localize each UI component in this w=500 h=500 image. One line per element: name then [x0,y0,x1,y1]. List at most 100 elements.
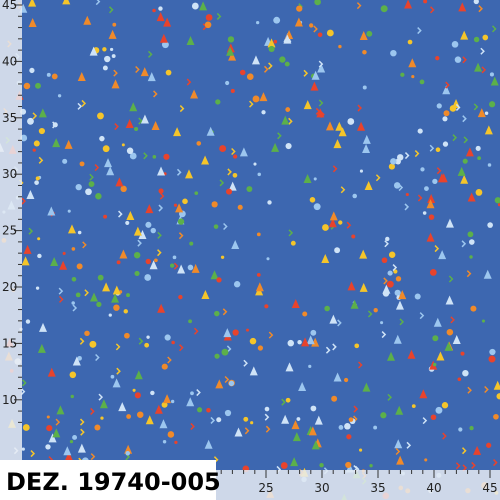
triangle [283,34,292,44]
chevron [80,428,85,436]
dot [287,339,295,347]
dot [121,143,125,147]
dot [72,434,78,440]
chevron [265,425,271,433]
triangle [445,295,454,305]
dot [211,201,218,208]
chevron [466,270,472,278]
chevron [473,103,479,111]
chevron [288,229,294,237]
chevron [89,173,94,181]
chevron [219,179,225,187]
dot [469,239,475,245]
dot [161,41,169,49]
triangle [290,457,299,467]
triangle [442,85,451,95]
chevron [263,65,269,73]
dot [214,353,220,359]
triangle [467,192,476,202]
dot [435,406,443,414]
dot [473,36,480,43]
ruler-label: 35 [2,111,17,125]
triangle [23,244,32,254]
dot [216,277,222,283]
dot [317,32,323,38]
triangle [99,399,108,409]
dot [113,304,120,311]
dot [132,388,136,392]
dot [163,153,170,160]
dot [345,461,352,469]
triangle [226,46,235,56]
triangle [77,72,86,82]
dot [250,421,254,425]
dot [46,415,50,419]
triangle [26,190,35,200]
dot [457,377,462,382]
chevron [95,0,101,6]
triangle [191,263,200,273]
triangle [126,210,135,220]
chevron [95,353,100,362]
dot [354,343,360,349]
triangle [490,76,499,86]
dot [27,117,34,125]
dot [173,203,178,207]
chevron [81,99,87,107]
triangle [364,181,373,191]
dot [228,380,235,387]
chevron [58,295,64,303]
dot [194,191,199,196]
chevron [414,150,420,158]
dot [111,54,116,58]
dot [34,180,39,185]
dot [393,182,401,189]
dot [313,203,321,211]
chevron [22,379,27,387]
dot [429,269,437,276]
dot [35,286,40,290]
ruler-label: 45 [482,481,497,495]
dot [103,214,108,219]
chevron [108,6,114,14]
chevron [159,192,165,200]
dot [432,335,439,342]
dot [205,14,213,21]
dot [338,425,344,430]
dot [89,340,97,348]
chevron [114,123,119,131]
triangle [111,79,120,89]
dot [482,34,489,41]
ruler-label: 30 [2,167,17,181]
dot [57,94,62,98]
dot [154,258,158,263]
triangle [396,455,405,465]
dot [221,348,229,356]
chevron [20,388,26,396]
triangle [175,203,184,213]
dot [45,444,51,450]
dot [273,16,281,24]
dot [314,0,321,6]
triangle [159,419,168,429]
dot [69,440,74,444]
dot [134,270,140,277]
chevron [115,343,121,351]
dot [150,227,156,234]
chevron [137,239,142,247]
chevron [223,222,228,231]
dot [246,186,253,192]
dot [249,337,257,345]
dot [454,56,462,63]
dot [79,161,85,167]
dot [268,45,275,53]
dot [70,394,74,399]
triangle [444,341,453,351]
dot [256,20,260,25]
chevron [417,27,422,35]
chevron [442,432,447,440]
horizontal-ruler-ticks: 25 30 35 40 45 [209,470,498,495]
chevron [116,367,121,375]
dot [290,240,296,246]
